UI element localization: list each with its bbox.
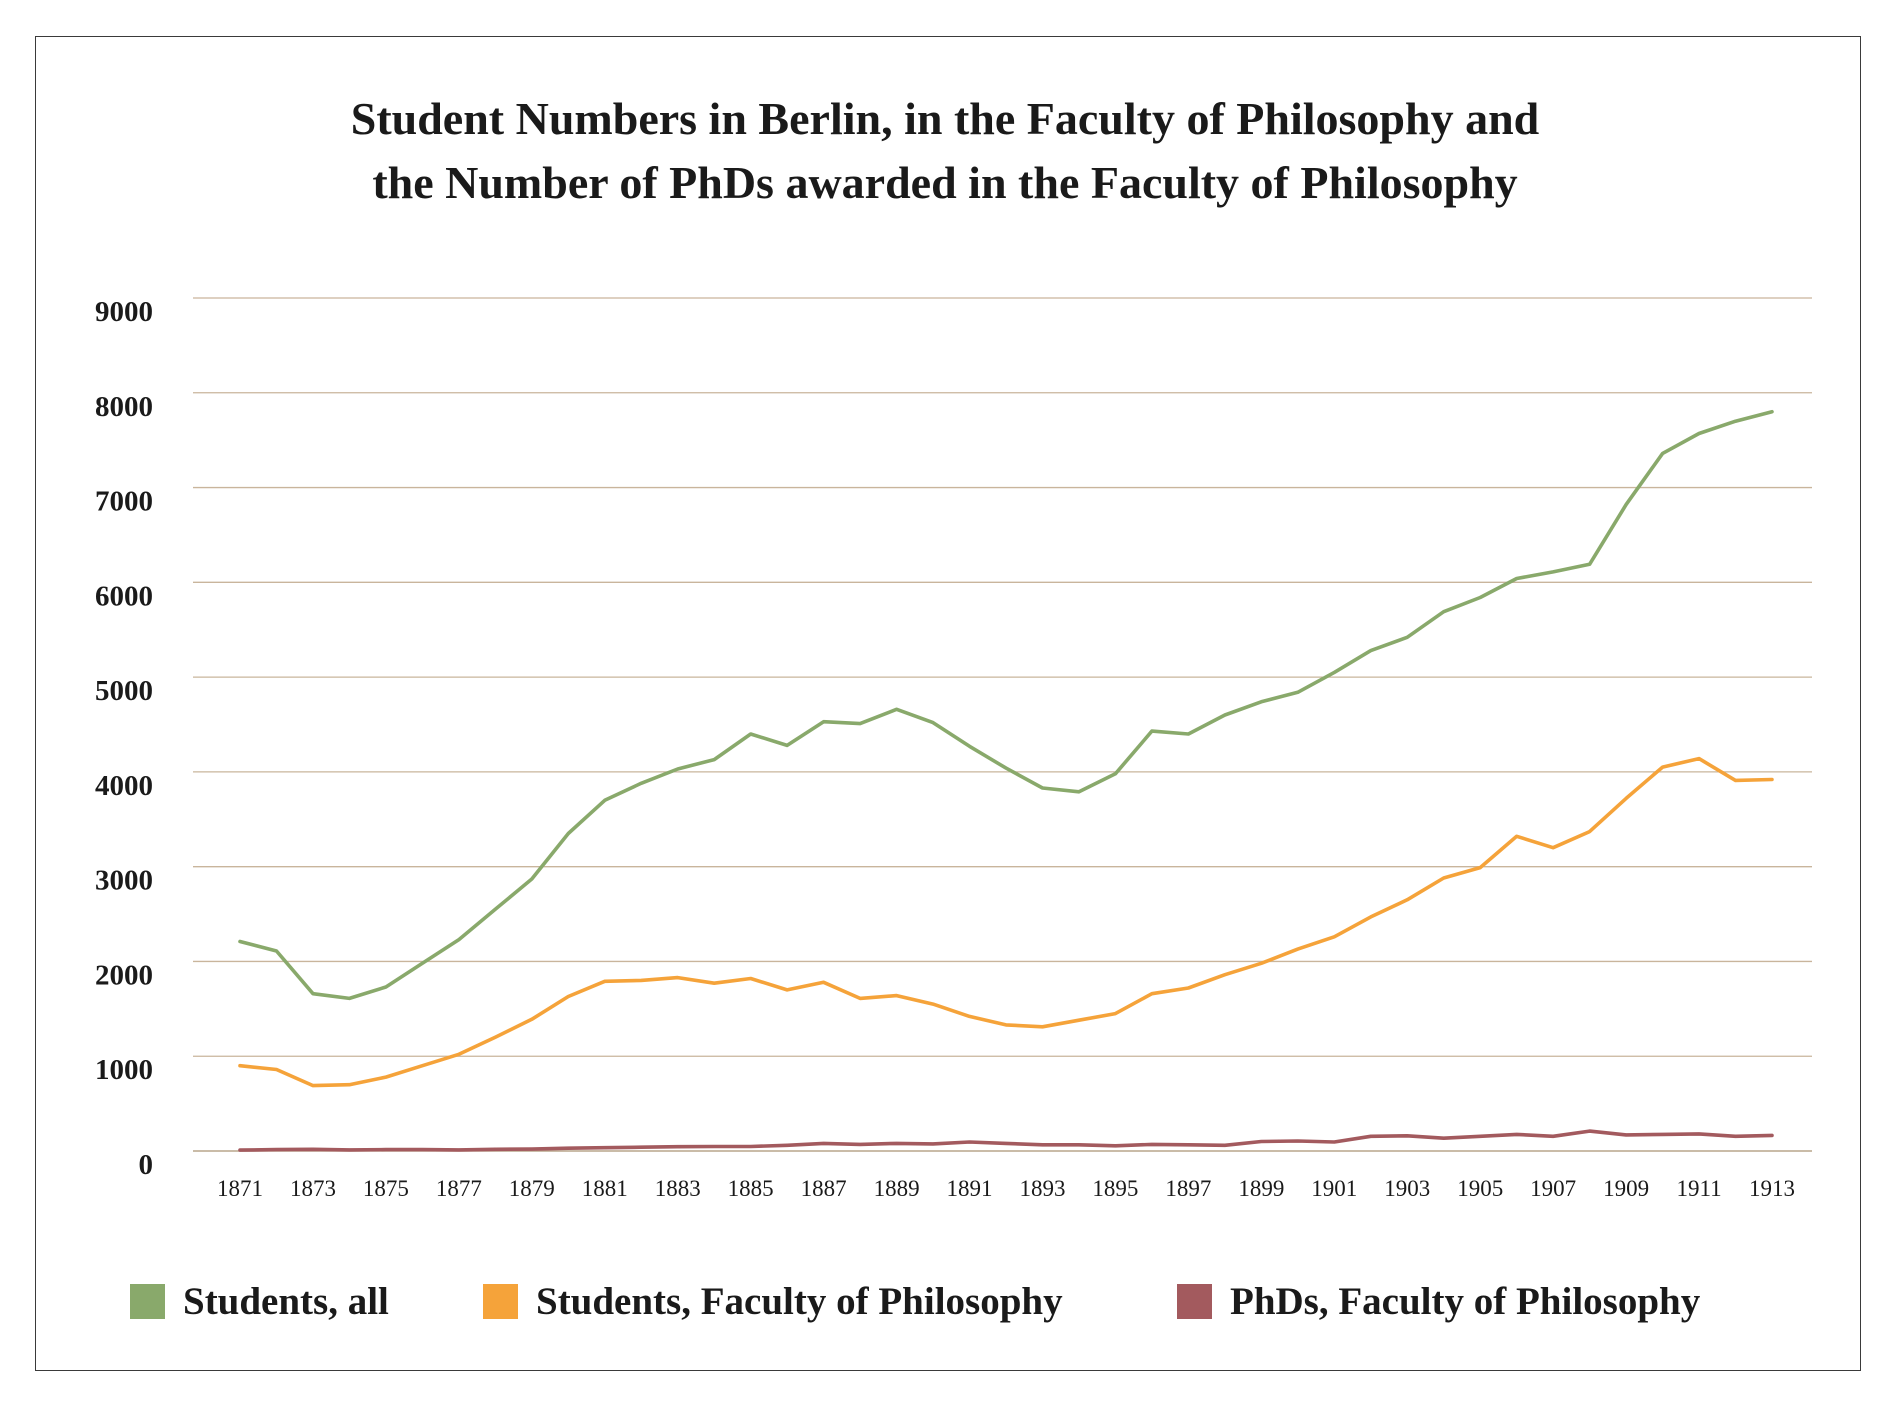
x-tick-label: 1879 <box>509 1176 555 1201</box>
x-tick-label: 1875 <box>363 1176 409 1201</box>
y-tick-label: 9000 <box>95 296 153 328</box>
x-tick-label: 1909 <box>1603 1176 1649 1201</box>
x-tick-label: 1887 <box>801 1176 847 1201</box>
y-tick-label: 7000 <box>95 486 153 518</box>
x-tick-label: 1873 <box>290 1176 336 1201</box>
series-lines <box>238 409 1774 1152</box>
x-tick-label: 1913 <box>1749 1176 1795 1201</box>
x-tick-label: 1911 <box>1676 1176 1721 1201</box>
x-tick-label: 1907 <box>1530 1176 1576 1201</box>
gridlines <box>193 297 1812 1152</box>
x-tick-label: 1903 <box>1384 1176 1430 1201</box>
legend-swatch-students-all <box>130 1284 165 1319</box>
x-tick-label: 1905 <box>1457 1176 1503 1201</box>
y-tick-label: 2000 <box>95 959 153 991</box>
x-tick-label: 1901 <box>1311 1176 1357 1201</box>
y-tick-label: 3000 <box>95 865 153 897</box>
legend: Students, all Students, Faculty of Philos… <box>130 1280 1701 1323</box>
x-tick-label: 1893 <box>1019 1176 1065 1201</box>
legend-label-phds-faculty-of-philosophy: PhDs, Faculty of Philosophy <box>1230 1280 1701 1323</box>
y-tick-label: 0 <box>139 1149 154 1181</box>
chart-title-line-2: the Number of PhDs awarded in the Facult… <box>372 157 1517 208</box>
x-tick-label: 1885 <box>728 1176 774 1201</box>
series-line-students-all <box>238 409 1774 1001</box>
x-tick-label: 1897 <box>1165 1176 1211 1201</box>
x-tick-label: 1871 <box>217 1176 263 1201</box>
x-tick-label: 1899 <box>1238 1176 1284 1201</box>
series-line-phds-faculty-of-philosophy <box>238 1129 1774 1152</box>
legend-swatch-students-faculty-of-philosophy <box>483 1284 518 1319</box>
x-axis-tick-labels: 1871 1873 1875 1877 1879 1881 1883 1885 1887 1889… <box>217 1176 1795 1201</box>
legend-label-students-faculty-of-philosophy: Students, Faculty of Philosophy <box>536 1280 1063 1323</box>
y-tick-label: 4000 <box>95 770 153 802</box>
x-tick-label: 1877 <box>436 1176 482 1201</box>
y-tick-label: 8000 <box>95 391 153 423</box>
legend-swatch-phds-faculty-of-philosophy <box>1177 1284 1212 1319</box>
y-tick-label: 1000 <box>95 1054 153 1086</box>
series-line-students-faculty-of-philosophy <box>238 756 1774 1088</box>
chart-frame <box>35 36 1861 1371</box>
chart-title: Student Numbers in Berlin, in the Facult… <box>351 93 1540 208</box>
y-axis-tick-labels: 0 1000 2000 3000 4000 5000 6000 7000 8000 9000 <box>95 296 153 1181</box>
x-tick-label: 1883 <box>655 1176 701 1201</box>
x-tick-label: 1889 <box>874 1176 920 1201</box>
y-tick-label: 5000 <box>95 675 153 707</box>
chart-title-line-1: Student Numbers in Berlin, in the Facult… <box>351 93 1540 144</box>
x-tick-label: 1881 <box>582 1176 628 1201</box>
x-tick-label: 1891 <box>947 1176 993 1201</box>
x-tick-label: 1895 <box>1092 1176 1138 1201</box>
legend-label-students-all: Students, all <box>183 1280 389 1323</box>
y-tick-label: 6000 <box>95 580 153 612</box>
